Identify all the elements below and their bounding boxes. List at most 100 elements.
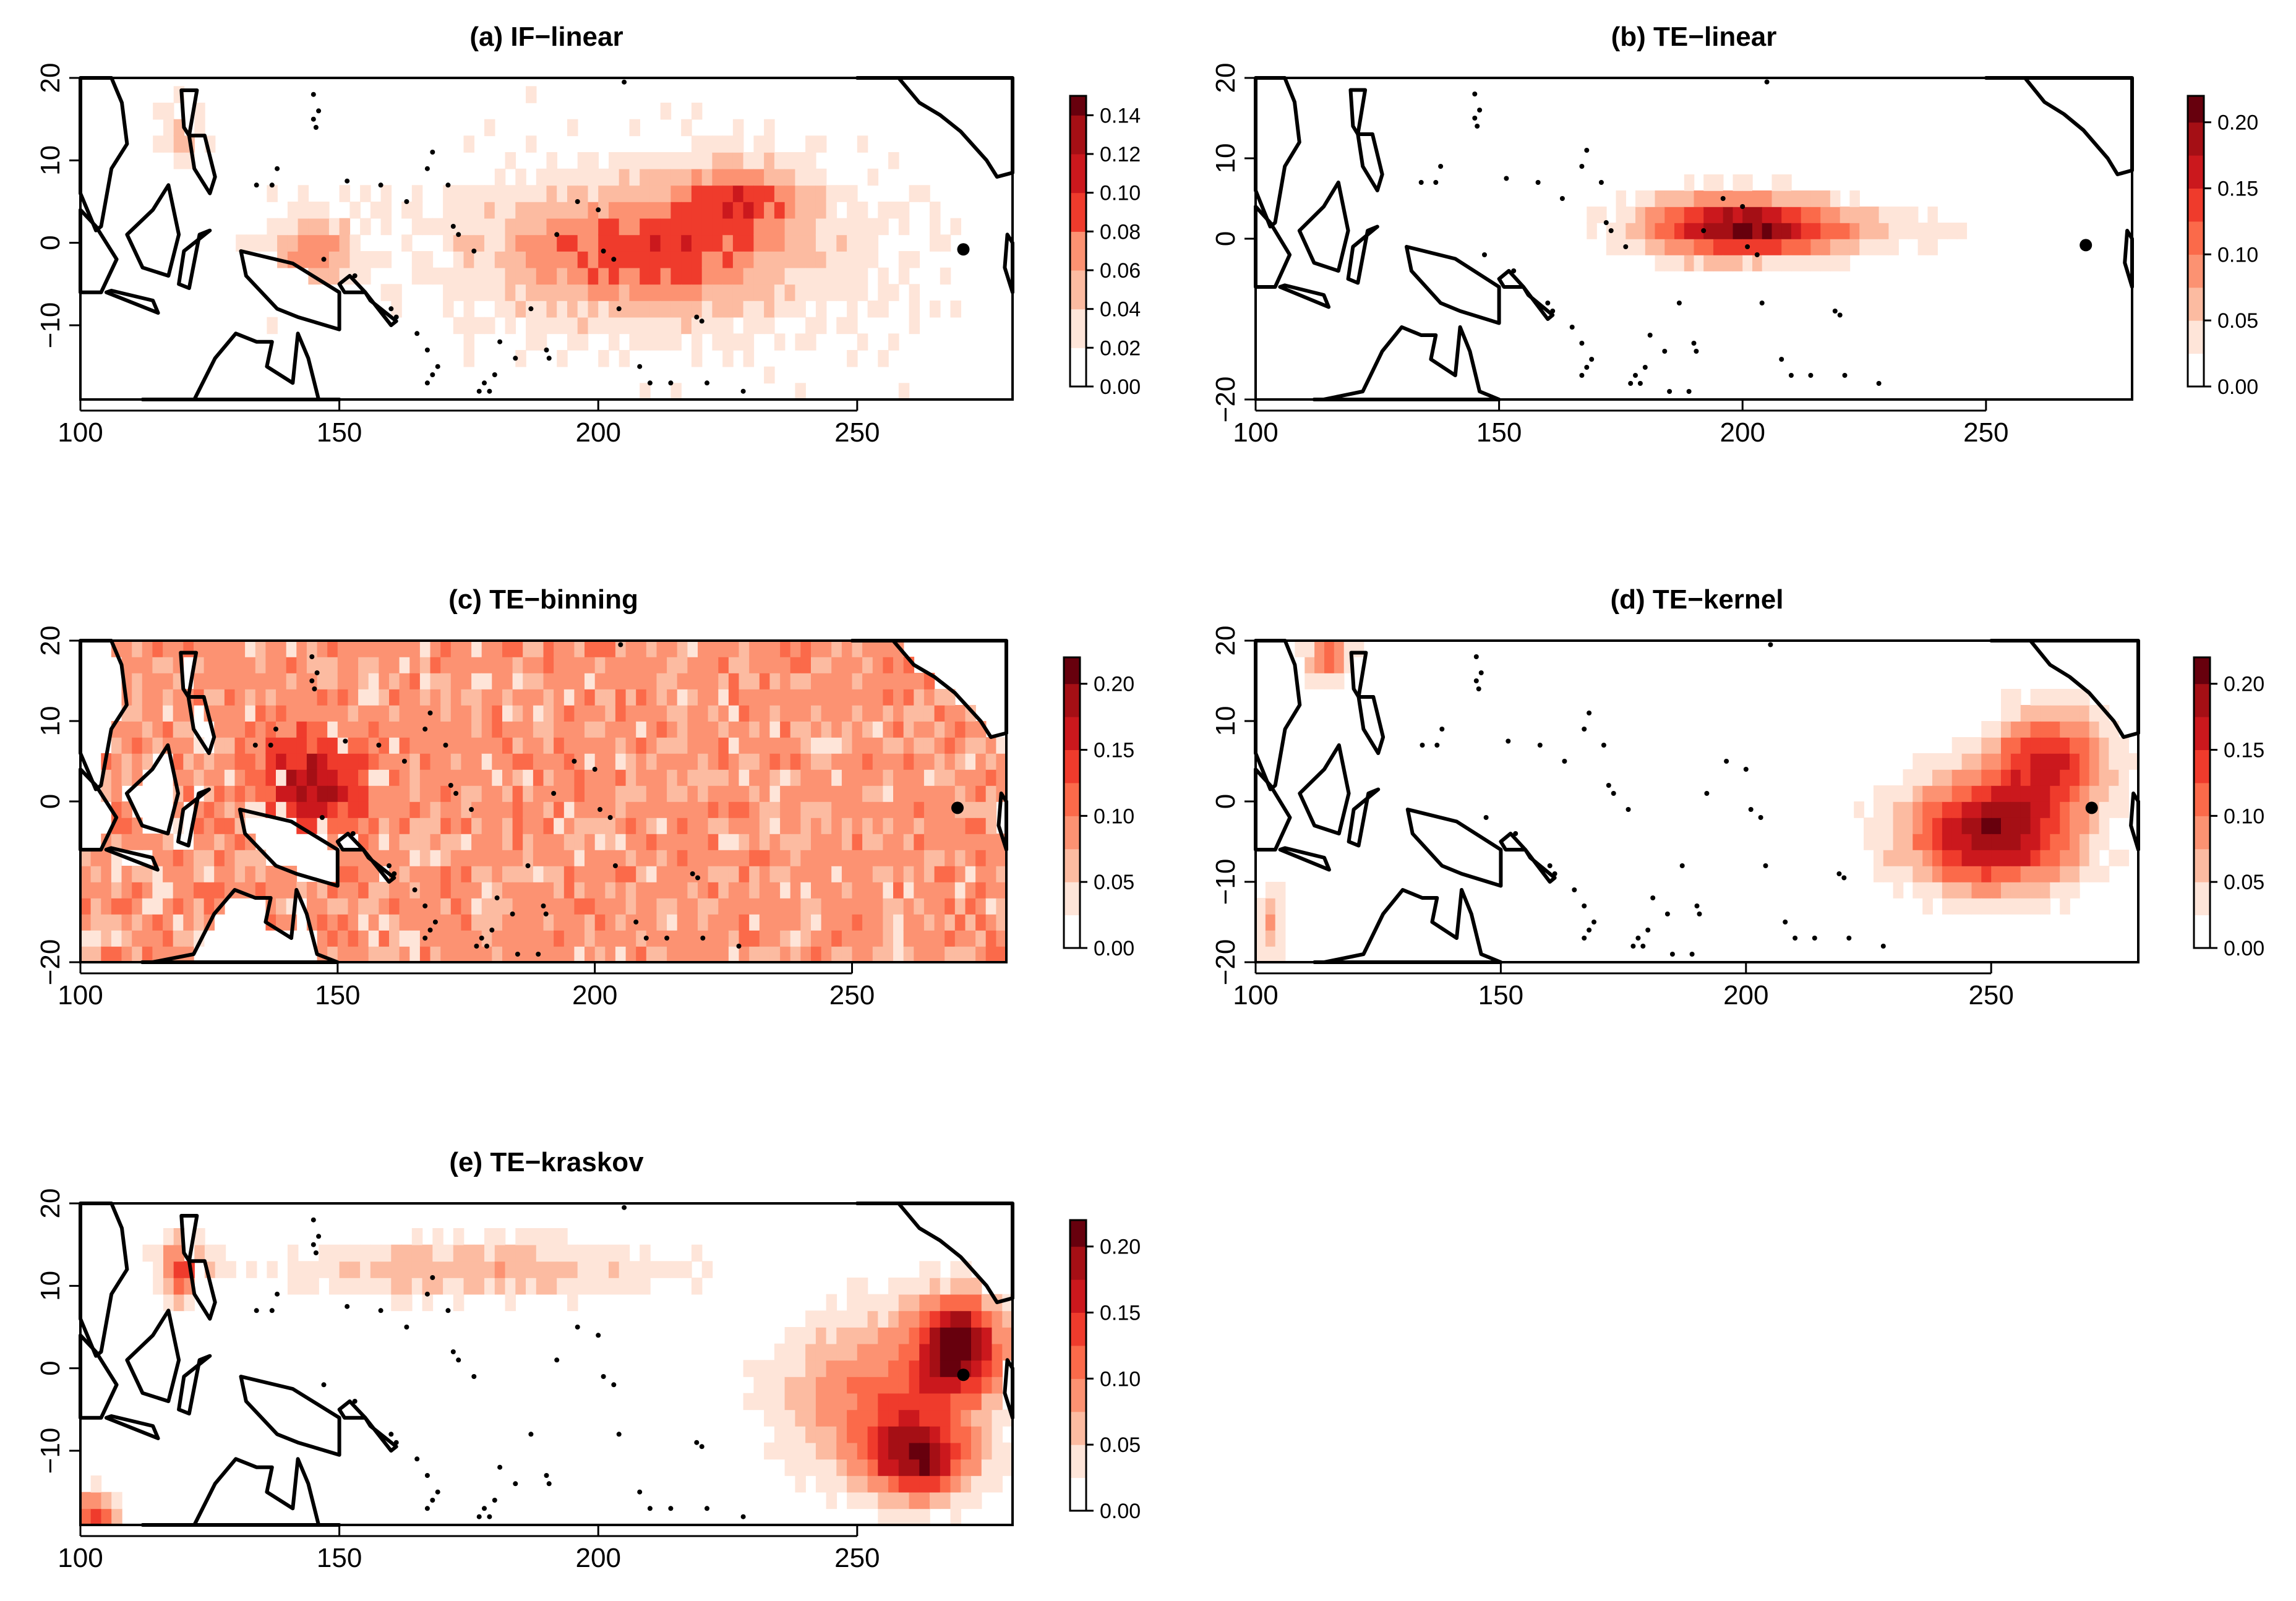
island-dot	[484, 944, 489, 949]
heat-cell	[898, 1442, 910, 1460]
heat-cell	[1830, 207, 1841, 223]
heat-cell	[399, 657, 410, 673]
heat-cell	[903, 930, 915, 947]
heat-cell	[1723, 207, 1734, 223]
heat-cell	[453, 317, 465, 335]
heat-cell	[546, 284, 557, 301]
heat-cell	[898, 1508, 910, 1526]
heat-cell	[481, 882, 493, 899]
heat-cell	[914, 689, 925, 706]
heat-cell	[492, 882, 503, 899]
heat-cell	[1256, 946, 1266, 963]
heat-cell	[930, 1327, 941, 1344]
island-dot	[1504, 176, 1509, 181]
heat-cell	[317, 657, 328, 673]
heat-cell	[961, 1343, 972, 1361]
heat-cell	[847, 1343, 858, 1361]
heat-cell	[567, 317, 578, 335]
heat-cell	[523, 834, 534, 850]
heat-cell	[453, 267, 465, 285]
heat-cell	[836, 234, 847, 252]
island-dot	[700, 936, 706, 941]
heat-cell	[930, 301, 941, 318]
colorbar-swatch	[2194, 657, 2210, 685]
heat-cell	[526, 1278, 537, 1295]
heat-cell	[625, 850, 636, 866]
heat-cell	[1961, 882, 1973, 899]
island-dot	[445, 182, 451, 188]
heat-cell	[515, 168, 526, 186]
heat-cell	[121, 657, 132, 673]
heat-cell	[523, 657, 534, 673]
heat-cell	[453, 1294, 465, 1312]
heat-cell	[836, 1393, 847, 1411]
heat-cell	[841, 801, 853, 818]
heat-cell	[945, 866, 956, 882]
heat-cell	[2030, 834, 2041, 850]
heat-cell	[1674, 255, 1685, 271]
heat-cell	[389, 834, 400, 850]
heat-cell	[728, 753, 740, 770]
heat-cell	[841, 769, 853, 786]
heat-cell	[780, 689, 791, 706]
heat-cell	[339, 251, 351, 268]
heat-cell	[90, 866, 101, 882]
colorbar-tick-label: 0.20	[1094, 673, 1134, 696]
heat-cell	[2060, 785, 2070, 802]
heat-cell	[360, 267, 371, 285]
heat-cell	[764, 1409, 775, 1427]
heat-cell	[691, 251, 703, 268]
heat-cell	[841, 721, 853, 738]
heat-cell	[276, 721, 287, 738]
heat-cell	[554, 753, 565, 770]
heat-cell	[919, 1377, 930, 1394]
heat-cell	[965, 850, 976, 866]
heat-cell	[893, 785, 904, 802]
heat-cell	[790, 737, 802, 754]
heat-cell	[656, 898, 667, 915]
heat-cell	[790, 946, 802, 963]
heat-cell	[728, 930, 740, 947]
colorbar-swatch	[1064, 848, 1080, 882]
heat-cell	[815, 1409, 827, 1427]
heat-cell	[1314, 641, 1325, 657]
heat-cell	[515, 185, 526, 202]
heat-cell	[194, 119, 205, 137]
heat-cell	[1820, 223, 1831, 239]
heat-cell	[619, 317, 630, 335]
heat-cell	[878, 1475, 889, 1493]
heat-cell	[588, 234, 599, 252]
heat-cell	[1304, 673, 1315, 689]
heat-cell	[1664, 190, 1675, 207]
heat-cell	[609, 1278, 620, 1295]
heat-cell	[234, 705, 246, 722]
heat-cell	[660, 218, 672, 236]
heat-cell	[722, 284, 734, 301]
heat-cell	[317, 801, 328, 818]
heat-cell	[474, 1278, 485, 1295]
heat-cell	[512, 930, 523, 947]
heat-cell	[463, 267, 474, 285]
heat-cell	[492, 850, 503, 866]
heat-cell	[327, 898, 338, 915]
heat-cell	[348, 850, 359, 866]
heat-cell	[101, 1508, 112, 1526]
island-dot	[1478, 670, 1484, 675]
heat-cell	[546, 1261, 557, 1278]
heat-cell	[214, 737, 225, 754]
heat-cell	[1256, 914, 1266, 931]
heat-cell	[759, 818, 771, 834]
heat-cell	[502, 834, 513, 850]
heat-cell	[2089, 737, 2100, 754]
heat-cell	[872, 914, 884, 931]
heat-cell	[494, 1261, 506, 1278]
heat-cell	[536, 168, 547, 186]
heat-cell	[1991, 818, 2002, 834]
heat-cell	[919, 1475, 930, 1493]
heat-cell	[598, 1278, 609, 1295]
heat-cell	[985, 930, 997, 947]
heat-cell	[121, 898, 132, 915]
heat-cell	[831, 866, 842, 882]
heat-cell	[728, 898, 740, 915]
heat-cell	[1927, 207, 1938, 223]
